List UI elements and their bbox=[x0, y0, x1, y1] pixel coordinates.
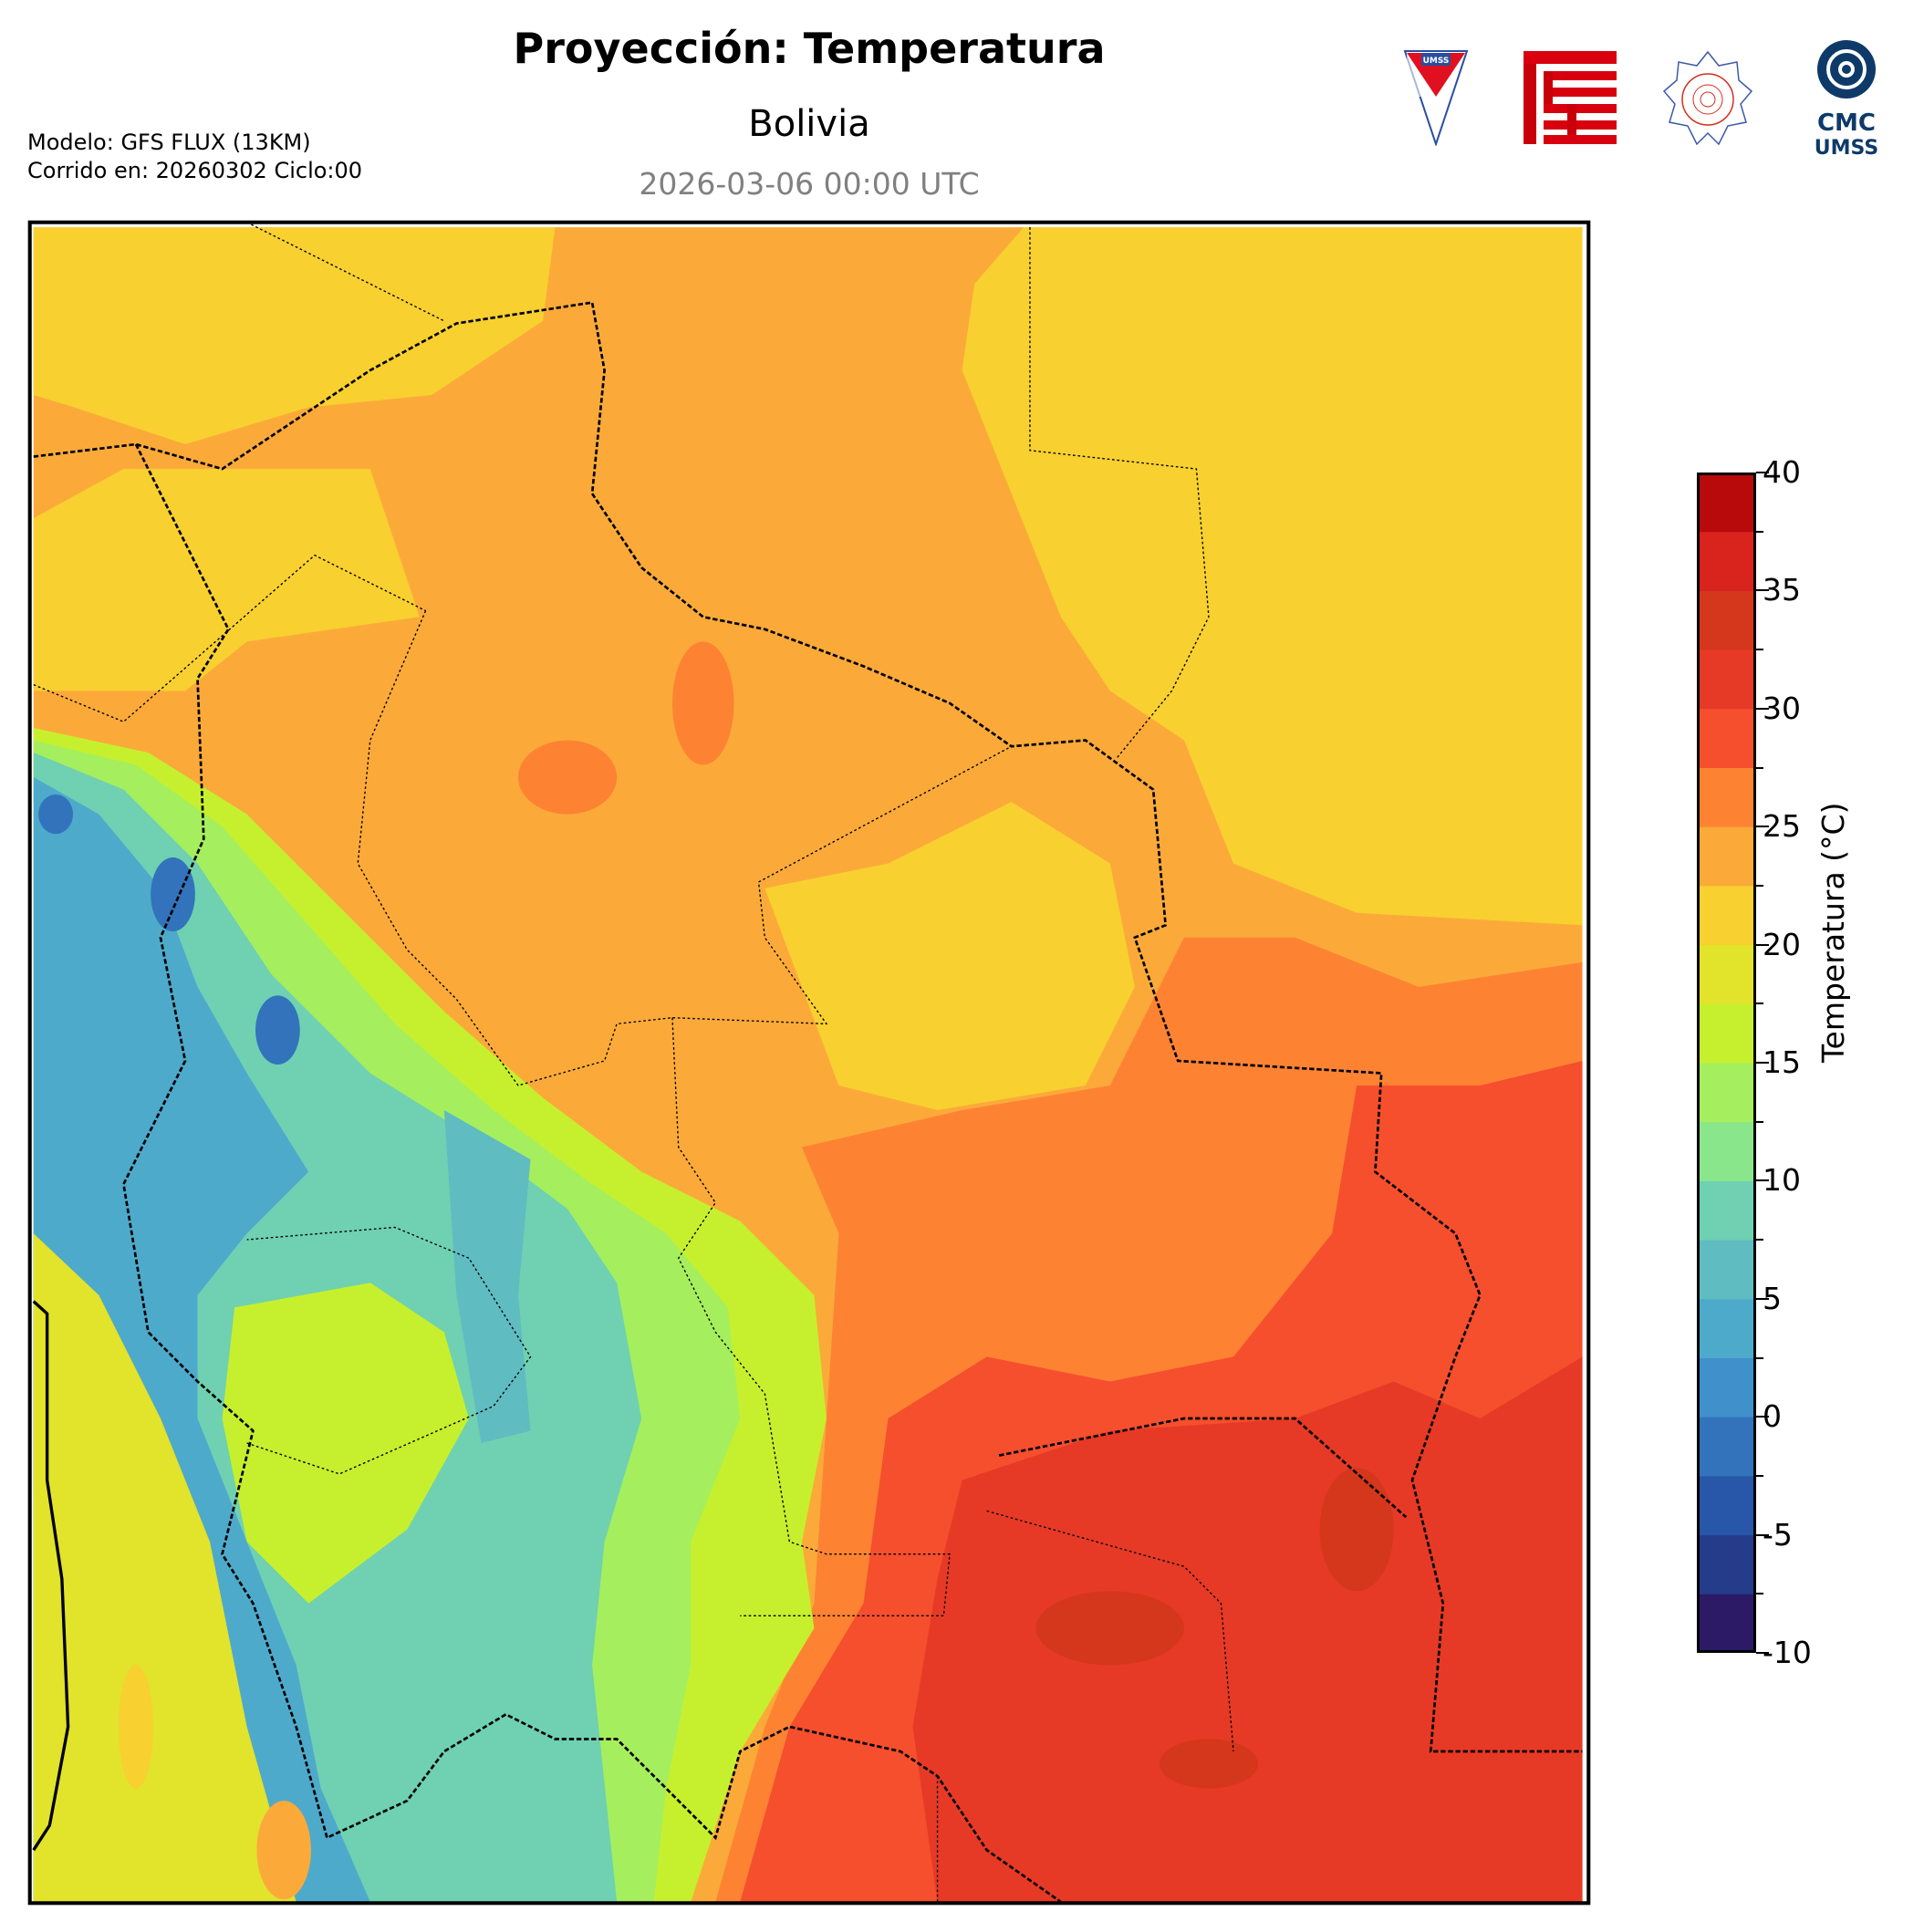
colorbar-tick-mark bbox=[1756, 1356, 1763, 1359]
borders bbox=[32, 222, 1583, 1904]
colorbar-band bbox=[1697, 1534, 1756, 1594]
colorbar-tick-label: -5 bbox=[1763, 1516, 1793, 1553]
colorbar-tick-mark bbox=[1756, 1652, 1769, 1654]
colorbar-tick-label: 25 bbox=[1763, 808, 1801, 845]
colorbar-tick-label: 20 bbox=[1763, 926, 1801, 962]
colorbar-tick-mark bbox=[1756, 1297, 1769, 1300]
colorbar-band bbox=[1697, 885, 1756, 946]
band-5-7-cordillera bbox=[443, 1110, 531, 1444]
hot-patch bbox=[1319, 1468, 1394, 1592]
colorbar-band bbox=[1697, 1063, 1756, 1123]
colorbar-tick-mark bbox=[1756, 1593, 1763, 1595]
colorbar-band bbox=[1697, 767, 1756, 827]
band-20-22-ne bbox=[962, 227, 1583, 926]
warm-patch bbox=[517, 740, 618, 815]
internal-border bbox=[758, 745, 1013, 883]
band-15-17-altiplano bbox=[222, 1283, 469, 1604]
colorbar-band bbox=[1697, 1357, 1756, 1418]
internal-border bbox=[246, 1226, 532, 1475]
colorbar-band bbox=[1697, 1594, 1756, 1653]
band-20-22-w bbox=[33, 469, 420, 691]
umss-text: UMSS bbox=[1815, 137, 1878, 157]
colorbar-tick-mark bbox=[1756, 1474, 1763, 1477]
colorbar-band bbox=[1697, 1240, 1756, 1300]
physics-dept-seal bbox=[1662, 50, 1753, 146]
svg-text:UMSS: UMSS bbox=[1423, 57, 1450, 66]
colorbar-band bbox=[1697, 590, 1756, 650]
colorbar-tick-mark bbox=[1756, 589, 1769, 592]
cold-patch bbox=[38, 794, 74, 835]
hot-patch bbox=[1159, 1739, 1259, 1789]
warm-patch bbox=[119, 1665, 153, 1789]
colorbar-tick-mark bbox=[1756, 884, 1763, 887]
colorbar-band bbox=[1697, 708, 1756, 768]
colorbar-tick-label: 35 bbox=[1763, 572, 1801, 608]
country-border bbox=[122, 443, 1062, 1904]
warm-patch bbox=[671, 641, 734, 765]
fcyt-logo bbox=[1524, 51, 1617, 144]
cold-patch bbox=[255, 995, 300, 1065]
band-20-22-center bbox=[764, 802, 1135, 1111]
colorbar-band bbox=[1697, 531, 1756, 591]
temperature-field bbox=[33, 227, 1583, 1902]
country-border bbox=[998, 1417, 1408, 1519]
colorbar-band bbox=[1697, 1003, 1756, 1064]
colorbar-tick-label: -10 bbox=[1763, 1635, 1812, 1670]
colorbar-tick-mark bbox=[1756, 1239, 1763, 1241]
cmc-text: CMC bbox=[1817, 109, 1876, 137]
internal-border bbox=[33, 554, 426, 722]
colorbar-tick-label: 10 bbox=[1763, 1162, 1801, 1199]
colorbar-tick-mark bbox=[1756, 766, 1763, 769]
colorbar-tick-mark bbox=[1756, 1179, 1769, 1182]
cold-patch bbox=[151, 857, 195, 932]
colorbar-tick-mark bbox=[1756, 530, 1763, 533]
umss-logo: UMSS bbox=[1403, 50, 1469, 146]
colorbar-label: Temperatura (°C) bbox=[1815, 802, 1851, 1063]
band-17-20-coast bbox=[33, 1233, 296, 1902]
colorbar bbox=[1697, 473, 1756, 1653]
chart-title: Proyección: Temperatura bbox=[513, 24, 1106, 73]
colorbar-tick-mark bbox=[1756, 826, 1769, 828]
internal-border bbox=[671, 1017, 951, 1616]
valid-date: 2026-03-06 00:00 UTC bbox=[639, 166, 980, 202]
hot-patch bbox=[1035, 1591, 1184, 1666]
colorbar-band bbox=[1697, 649, 1756, 710]
colorbar-tick-mark bbox=[1756, 943, 1769, 946]
colorbar-tick-label: 0 bbox=[1763, 1398, 1782, 1435]
map-frame bbox=[27, 220, 1591, 1906]
colorbar-tick-mark bbox=[1756, 707, 1769, 710]
colorbar-tick-label: 5 bbox=[1763, 1280, 1782, 1316]
chart-subtitle: Bolivia bbox=[748, 103, 870, 145]
colorbar-band bbox=[1697, 1417, 1756, 1477]
colorbar-tick-label: 30 bbox=[1763, 690, 1801, 726]
colorbar-tick-mark bbox=[1756, 1062, 1769, 1064]
colorbar-tick-mark bbox=[1756, 1533, 1769, 1536]
band-20-22-nw bbox=[33, 227, 556, 445]
internal-border bbox=[246, 222, 445, 322]
warm-patch bbox=[256, 1801, 311, 1900]
internal-border bbox=[986, 1510, 1234, 1752]
colorbar-tick-mark bbox=[1756, 1002, 1763, 1005]
colorbar-band bbox=[1697, 1121, 1756, 1181]
colorbar-band bbox=[1697, 826, 1756, 887]
colorbar-frame bbox=[1697, 473, 1756, 1653]
internal-border bbox=[357, 610, 828, 1086]
internal-border bbox=[1029, 227, 1210, 760]
colorbar-tick-mark bbox=[1756, 649, 1763, 651]
colorbar-tick-mark bbox=[1756, 472, 1769, 473]
temperature-map bbox=[27, 220, 1591, 1906]
colorbar-band bbox=[1697, 1298, 1756, 1358]
colorbar-tick-label: 15 bbox=[1763, 1044, 1801, 1080]
colorbar-tick-label: 40 bbox=[1763, 454, 1801, 490]
colorbar-band bbox=[1697, 944, 1756, 1004]
run-label: Corrido en: 20260302 Ciclo:00 bbox=[27, 158, 363, 183]
coastline bbox=[32, 1300, 70, 1852]
colorbar-tick-mark bbox=[1756, 1416, 1769, 1418]
colorbar-tick-mark bbox=[1756, 1120, 1763, 1123]
colorbar-band bbox=[1697, 1475, 1756, 1536]
colorbar-band bbox=[1697, 1180, 1756, 1241]
model-label: Modelo: GFS FLUX (13KM) bbox=[27, 130, 311, 155]
colorbar-band bbox=[1697, 473, 1756, 533]
cmc-umss-logo: CMC UMSS bbox=[1815, 40, 1878, 157]
